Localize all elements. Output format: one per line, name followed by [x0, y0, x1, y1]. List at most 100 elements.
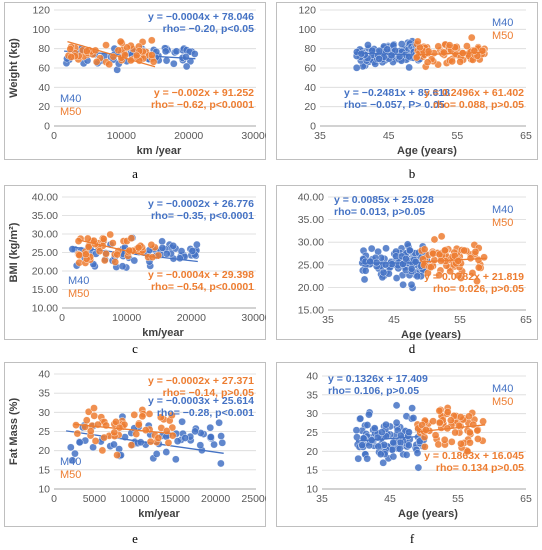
trendline-m50	[74, 423, 176, 435]
data-point-m50	[429, 249, 437, 258]
data-point-m50	[463, 447, 472, 456]
y-tick-label: 25.00	[32, 247, 58, 259]
y-tick-label: 20	[38, 445, 50, 457]
data-point-m50	[450, 251, 459, 260]
data-point-m50	[468, 269, 477, 277]
y-tick-label: 30	[38, 407, 50, 419]
data-point-m40	[413, 272, 422, 281]
trendline-m40	[355, 435, 425, 442]
data-point-m50	[164, 438, 173, 447]
data-point-m40	[404, 441, 413, 450]
y-tick-label: 80	[38, 43, 50, 55]
data-point-m40	[206, 423, 215, 432]
y-tick-label: 0	[310, 121, 316, 133]
y-tick-label: 25.00	[298, 259, 324, 271]
data-point-m50	[431, 431, 440, 440]
caption-b: b	[408, 166, 416, 181]
data-point-m40	[395, 445, 404, 453]
data-point-m40	[67, 443, 75, 452]
data-point-m50	[66, 45, 75, 53]
y-tick-label: 30.00	[298, 237, 324, 249]
data-point-m50	[113, 250, 122, 259]
legend-entry-m50: M50	[492, 217, 513, 229]
data-point-m40	[161, 47, 170, 56]
data-point-m50	[75, 251, 84, 259]
trendline-m50	[417, 424, 486, 433]
x-axis-label: Age (years)	[401, 329, 461, 340]
data-point-m40	[182, 62, 191, 71]
data-point-m40	[130, 256, 139, 265]
x-tick-label: 10000	[120, 493, 149, 505]
data-point-m50	[440, 48, 448, 57]
data-point-m40	[408, 404, 416, 412]
data-point-m50	[475, 263, 483, 272]
y-tick-label: 40	[304, 82, 316, 94]
y-axis-label: Weight (kg)	[8, 38, 20, 98]
y-tick-label: 35	[306, 389, 318, 401]
data-point-m50	[421, 443, 429, 451]
data-point-m40	[407, 265, 416, 273]
regression-annotation-m50: rho= −0.54, p<0.0001	[151, 281, 254, 293]
legend-entry-m50: M50	[492, 30, 513, 42]
x-tick-label: 45	[384, 493, 396, 505]
data-point-m40	[370, 424, 379, 433]
data-point-m40	[75, 438, 84, 447]
y-tick-label: 60	[38, 63, 50, 75]
data-point-m40	[353, 433, 361, 442]
scatter-chart-e: 10 15 20 25 30 35 40 0 5000 10000 15000 20000 25000 k…	[4, 362, 266, 527]
legend-entry-m40: M40	[60, 456, 81, 468]
data-point-m50	[102, 250, 110, 258]
scatter-chart-a: 0 20 40 60 80 100 120 0 10000 20000 30000 km /year W…	[4, 2, 266, 160]
y-tick-label: 20	[306, 446, 318, 458]
data-point-m50	[141, 426, 150, 434]
data-point-m40	[405, 246, 414, 255]
data-point-m50	[90, 404, 98, 412]
data-point-m40	[218, 439, 227, 447]
x-tick-label: 20000	[174, 130, 203, 142]
y-tick-label: 20	[304, 101, 316, 113]
data-point-m50	[130, 411, 139, 419]
x-axis-label: km/year	[142, 327, 184, 339]
caption-f: f	[409, 531, 415, 546]
y-tick-label: 20.00	[298, 282, 324, 294]
x-tick-label: 55	[452, 493, 464, 505]
x-tick-label: 65	[520, 493, 532, 505]
data-point-m40	[181, 434, 189, 442]
data-point-m40	[196, 441, 205, 450]
y-tick-label: 40	[38, 369, 50, 381]
data-point-m50	[112, 418, 120, 426]
data-point-m40	[182, 53, 190, 61]
data-point-m40	[215, 418, 223, 427]
y-tick-label: 100	[32, 24, 50, 36]
y-tick-label: 40.00	[32, 192, 58, 204]
caption-d: d	[408, 341, 416, 356]
data-point-m50	[454, 271, 463, 280]
panel-f: 10 15 20 25 30 35 40 35 45 55 65 Age (years) y = 0.1…	[276, 362, 538, 527]
data-point-m40	[162, 56, 171, 65]
regression-annotation-m50: rho= −0.62, p<0.0001	[151, 99, 254, 111]
regression-annotation-m40: y = −0.0002x + 26.776	[148, 198, 254, 210]
data-point-m50	[435, 271, 443, 280]
regression-annotation-m40: y = −0.0003x + 25.614	[148, 395, 254, 407]
data-point-m40	[392, 401, 401, 410]
data-point-m50	[149, 57, 158, 66]
trendline-m50	[78, 239, 160, 260]
data-point-m40	[191, 427, 199, 436]
legend-entry-m50: M50	[60, 106, 81, 118]
data-point-m40	[190, 50, 199, 58]
data-point-m50	[423, 58, 432, 67]
data-point-m40	[366, 257, 375, 266]
y-tick-label: 15.00	[298, 305, 324, 317]
trendline-m40	[354, 52, 424, 56]
legend-entry-m40: M40	[60, 93, 81, 105]
data-point-m50	[92, 58, 101, 66]
data-point-m50	[138, 412, 147, 421]
regression-annotation-m50: y = −0.002x + 91.252	[154, 87, 254, 99]
data-point-m40	[89, 443, 97, 452]
data-point-m40	[387, 51, 396, 60]
y-tick-label: 10.00	[32, 303, 58, 315]
data-point-m50	[123, 43, 131, 52]
data-point-m40	[376, 450, 385, 458]
data-point-m50	[99, 235, 108, 243]
data-point-m50	[427, 263, 435, 271]
